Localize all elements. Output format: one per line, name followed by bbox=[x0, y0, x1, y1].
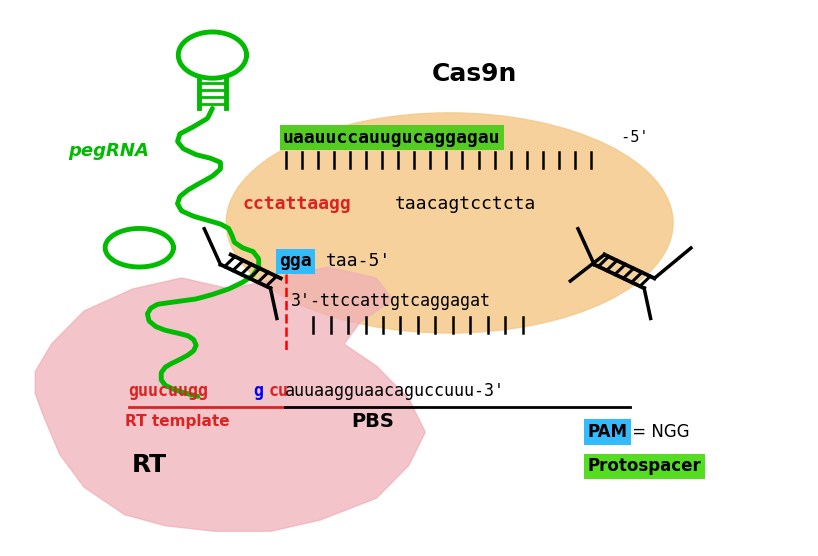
Text: pegRNA: pegRNA bbox=[68, 142, 149, 160]
Text: PBS: PBS bbox=[351, 411, 394, 430]
Text: -5': -5' bbox=[612, 130, 649, 145]
Ellipse shape bbox=[227, 113, 673, 333]
Text: = NGG: = NGG bbox=[627, 423, 690, 441]
Text: RT template: RT template bbox=[125, 414, 230, 429]
Text: guucuugg: guucuugg bbox=[128, 382, 209, 400]
Text: 3'-ttccattgtcaggagat: 3'-ttccattgtcaggagat bbox=[291, 292, 491, 310]
Text: g: g bbox=[253, 382, 263, 400]
Text: uaauuccauugucaggagau: uaauuccauugucaggagau bbox=[283, 128, 501, 147]
Text: Protospacer: Protospacer bbox=[588, 457, 702, 475]
Text: auuaagguaacaguccuuu-3': auuaagguaacaguccuuu-3' bbox=[285, 382, 505, 400]
Text: PAM: PAM bbox=[588, 423, 627, 441]
Text: taacagtcctcta: taacagtcctcta bbox=[395, 195, 537, 213]
Polygon shape bbox=[35, 267, 425, 531]
Text: cctattaagg: cctattaagg bbox=[242, 195, 351, 213]
Text: cu: cu bbox=[268, 382, 289, 400]
Text: taa-5': taa-5' bbox=[326, 252, 391, 270]
Text: Cas9n: Cas9n bbox=[431, 62, 517, 86]
Text: RT: RT bbox=[132, 453, 167, 477]
Text: gga: gga bbox=[279, 252, 312, 270]
